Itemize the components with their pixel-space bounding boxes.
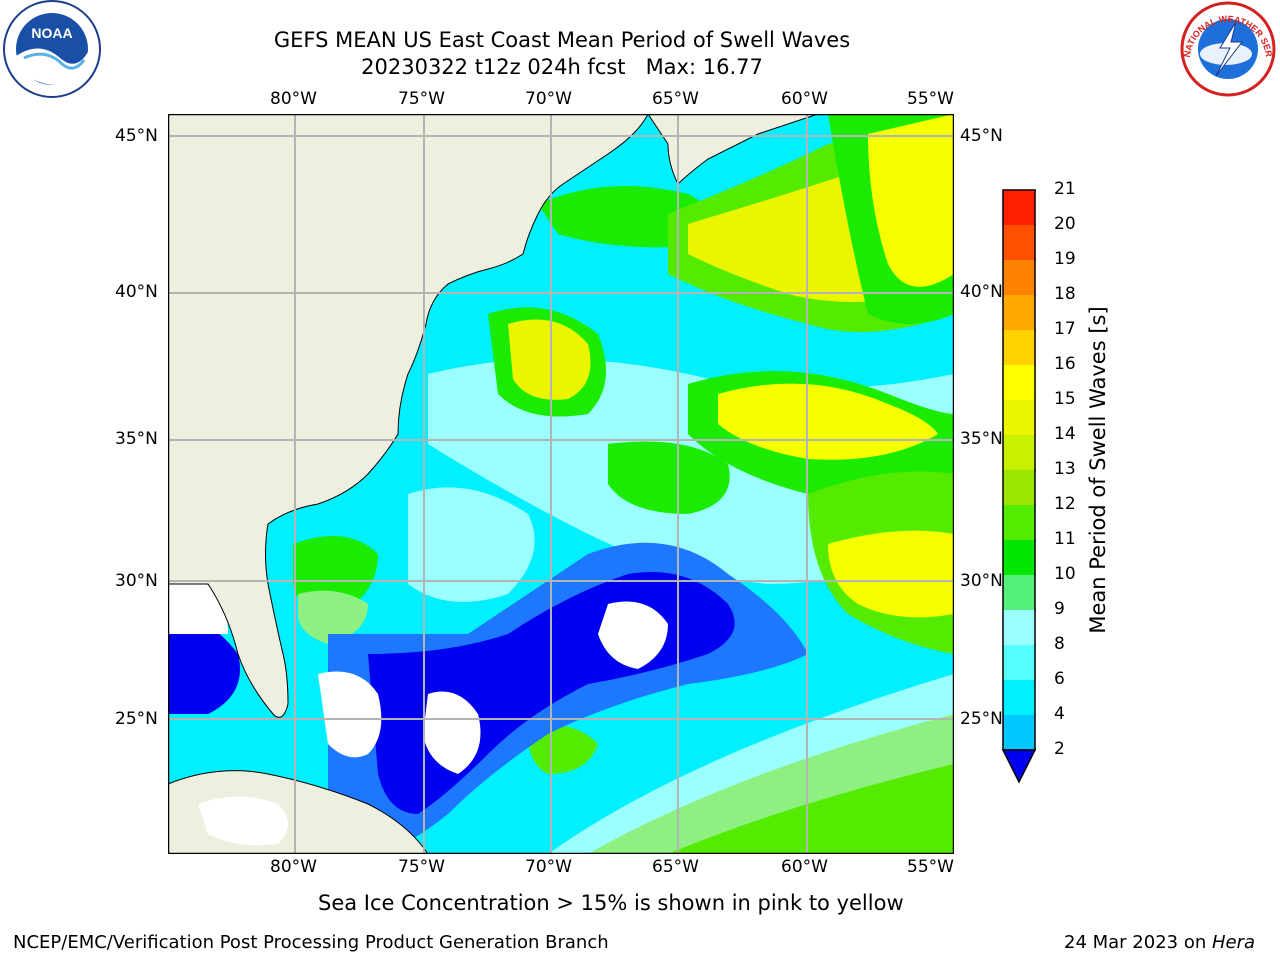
noaa-logo: NOAA (3, 0, 101, 98)
colorbar (1002, 189, 1036, 784)
nws-logo: NATIONAL WEATHER SERVICE (1176, 0, 1276, 97)
lon-label-top: 55°W (907, 89, 954, 109)
title-line-2: 20230322 t12z 024h fcst Max: 16.77 (361, 55, 763, 79)
lat-label-left: 30°N (115, 571, 158, 591)
map-panel (168, 114, 954, 854)
lat-label-right: 25°N (960, 709, 1003, 729)
lat-label-left: 45°N (115, 126, 158, 146)
dark-blue-west (168, 614, 240, 714)
lon-label-top: 80°W (270, 89, 317, 109)
colorbar-segment (1003, 190, 1035, 226)
colorbar-tick-label: 4 (1054, 704, 1065, 724)
nodata-bahamas-2 (423, 691, 481, 774)
colorbar-tick-label: 12 (1054, 494, 1076, 514)
lat-label-right: 40°N (960, 282, 1003, 302)
lon-label-top: 65°W (652, 89, 699, 109)
colorbar-segment (1003, 680, 1035, 716)
lon-label-bottom: 75°W (398, 857, 445, 877)
green-southeast (668, 764, 954, 854)
sea-ice-note: Sea Ice Concentration > 15% is shown in … (318, 891, 904, 915)
colorbar-segment (1003, 610, 1035, 646)
colorbar-title: Mean Period of Swell Waves [s] (1086, 306, 1110, 634)
noaa-logo-text: NOAA (31, 25, 72, 41)
lat-label-right: 30°N (960, 571, 1003, 591)
colorbar-segment (1003, 225, 1035, 261)
land-nova-scotia (647, 114, 819, 185)
lon-label-top: 70°W (525, 89, 572, 109)
footer-host: Hera (1211, 932, 1256, 953)
colorbar-tick-label: 9 (1054, 599, 1065, 619)
colorbar-segment (1003, 260, 1035, 296)
map-gridlines (168, 114, 954, 854)
yellow-far-ne (868, 114, 954, 287)
yellow-east-mid (828, 530, 954, 618)
lat-label-left: 25°N (115, 709, 158, 729)
colorbar-tick-label: 2 (1054, 739, 1065, 759)
colorbar-tick-label: 20 (1054, 214, 1076, 234)
light-cyan-mid (408, 487, 535, 602)
lat-label-left: 35°N (115, 429, 158, 449)
nodata-bahamas (318, 671, 382, 758)
footer-branch: NCEP/EMC/Verification Post Processing Pr… (13, 932, 609, 953)
nodata-cuba-overlay (198, 796, 288, 846)
lon-label-bottom: 70°W (525, 857, 572, 877)
colorbar-tick-label: 21 (1054, 179, 1076, 199)
colorbar-tick-label: 8 (1054, 634, 1065, 654)
title-line-1: GEFS MEAN US East Coast Mean Period of S… (273, 28, 851, 52)
lon-label-bottom: 80°W (270, 857, 317, 877)
colorbar-segment (1003, 470, 1035, 506)
light-green-florida-east (298, 590, 368, 644)
colorbar-tick-label: 13 (1054, 459, 1076, 479)
lon-label-bottom: 65°W (652, 857, 699, 877)
colorbar-segment (1003, 505, 1035, 541)
colorbar-tick-label: 19 (1054, 249, 1076, 269)
colorbar-segment (1003, 540, 1035, 576)
lat-label-right: 45°N (960, 126, 1003, 146)
colorbar-extend-triangle (1002, 749, 1036, 784)
lon-label-bottom: 55°W (907, 857, 954, 877)
colorbar-segment (1003, 295, 1035, 331)
colorbar-segment (1003, 715, 1035, 751)
lon-label-top: 60°W (781, 89, 828, 109)
lat-label-left: 40°N (115, 282, 158, 302)
colorbar-tick-label: 10 (1054, 564, 1076, 584)
yellow-mid-band (508, 319, 591, 400)
green-center-south (608, 441, 730, 514)
lat-label-right: 35°N (960, 429, 1003, 449)
colorbar-tick-label: 6 (1054, 669, 1065, 689)
colorbar-tick-label: 18 (1054, 284, 1076, 304)
footer-date: 24 Mar 2023 on Hera (1064, 932, 1255, 953)
lon-label-bottom: 60°W (781, 857, 828, 877)
colorbar-tick-label: 17 (1054, 319, 1076, 339)
colorbar-tick-label: 11 (1054, 529, 1076, 549)
colorbar-segment (1003, 400, 1035, 436)
green-south-patches (528, 726, 598, 774)
colorbar-segment (1003, 330, 1035, 366)
colorbar-segment (1003, 435, 1035, 471)
footer-date-text: 24 Mar 2023 on (1064, 932, 1212, 953)
nodata-center (598, 601, 668, 669)
colorbar-segment (1003, 365, 1035, 401)
colorbar-tick-label: 15 (1054, 389, 1076, 409)
colorbar-segment (1003, 575, 1035, 611)
colorbar-segment (1003, 645, 1035, 681)
colorbar-tick-label: 14 (1054, 424, 1076, 444)
lon-label-top: 75°W (398, 89, 445, 109)
colorbar-tick-label: 16 (1054, 354, 1076, 374)
